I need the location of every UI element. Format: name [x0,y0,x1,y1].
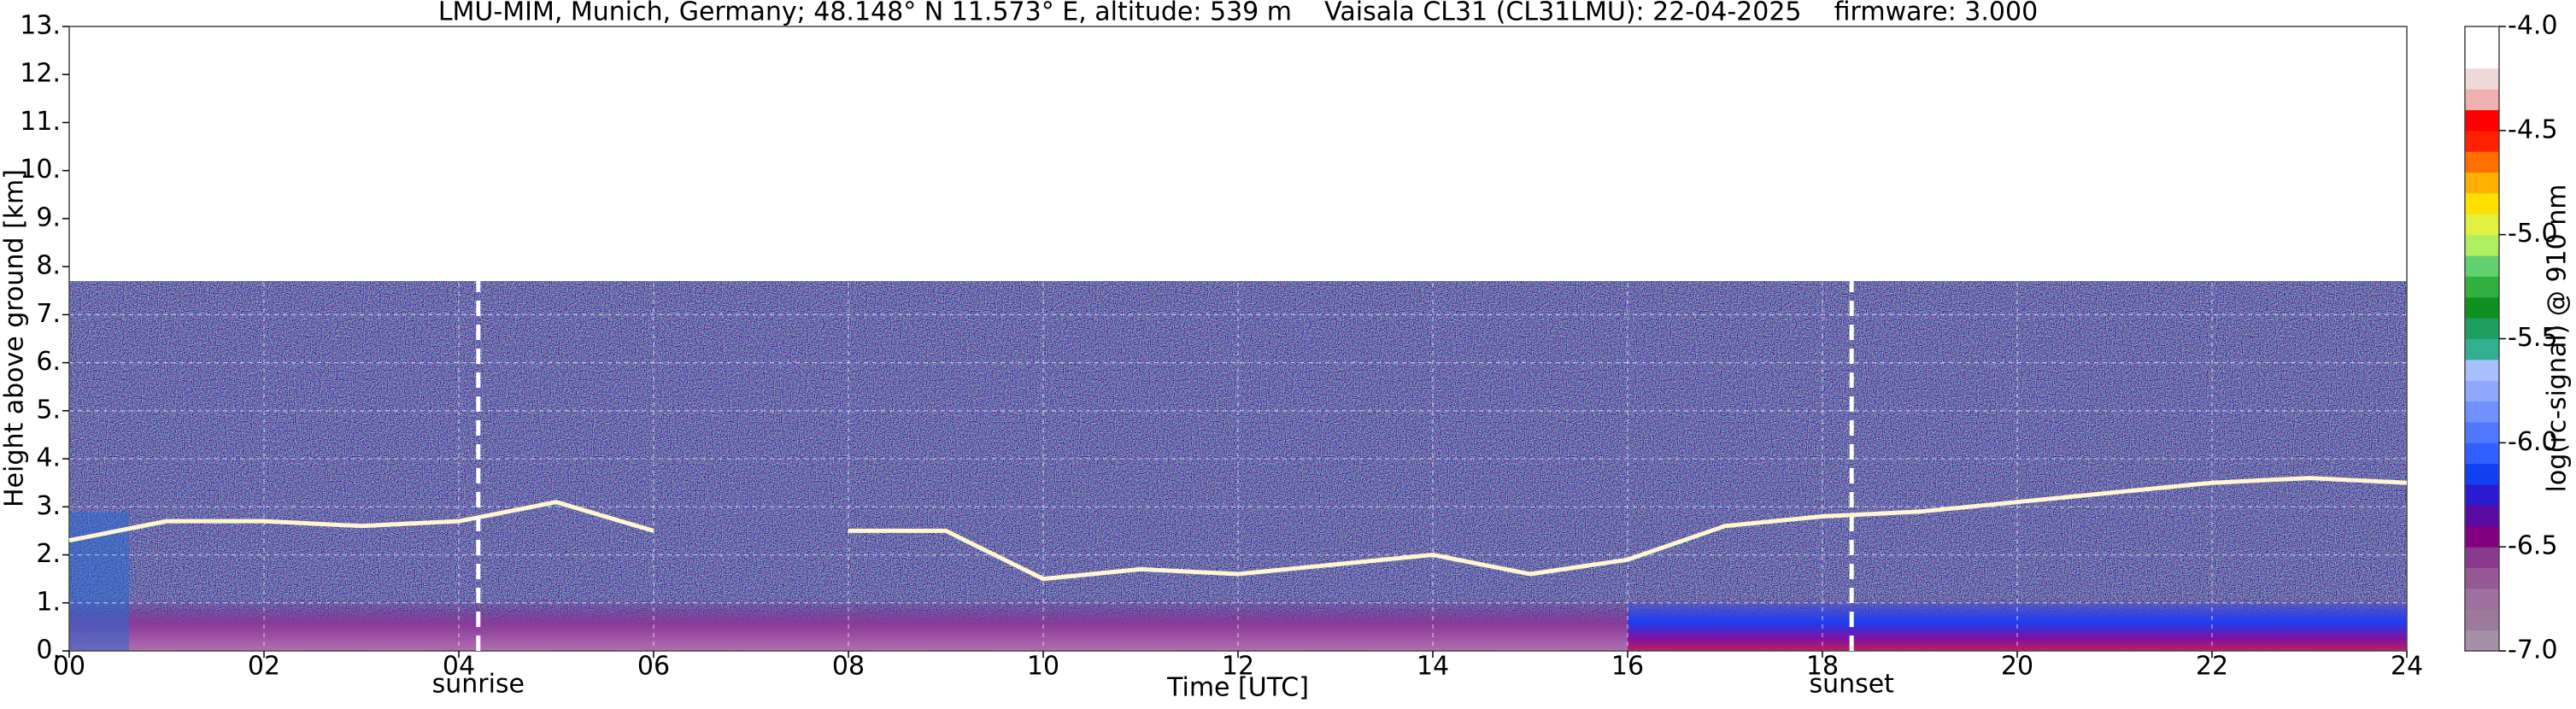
colorbar-tick-label: -4.5 [2508,114,2558,144]
colorbar-label: log(rc-signal) @ 910 nm [2543,185,2573,493]
colorbar-bin [2465,192,2499,214]
y-tick-label: 2. [36,539,61,569]
colorbar-bin [2465,67,2499,90]
y-tick-label: 12. [20,59,61,89]
y-tick-label: 13. [20,11,61,41]
x-tick-label: 22 [2196,652,2228,682]
x-tick-label: 16 [1611,652,1644,682]
colorbar-bin [2465,151,2499,173]
annotation-label: sunset [1809,670,1894,700]
colorbar-bin [2465,255,2499,277]
chart-title: LMU-MIM, Munich, Germany; 48.148° N 11.5… [438,0,2038,27]
colorbar-bin [2465,234,2499,256]
colorbar-bin [2465,130,2499,152]
x-axis-label: Time [UTC] [1166,673,1309,703]
colorbar-bin [2465,276,2499,298]
colorbar-tick-label: -6.5 [2508,531,2558,561]
x-tick-label: 08 [832,652,865,682]
colorbar-tick-label: -6.0 [2508,427,2558,457]
x-tick-label: 02 [248,652,280,682]
colorbar-bin [2465,401,2499,423]
x-tick-label: 12 [1222,652,1254,682]
colorbar-bin [2465,172,2499,194]
colorbar-bin [2465,47,2499,69]
colorbar-bin [2465,359,2499,381]
y-tick-label: 6. [36,347,61,377]
colorbar-tick-label: -5.0 [2508,219,2558,249]
y-tick-label: 8. [36,251,61,281]
colorbar-bin [2465,442,2499,465]
y-tick-label: 1. [36,587,61,617]
y-tick-label: 9. [36,202,61,232]
y-tick-label: 4. [36,443,61,473]
colorbar-tick-label: -5.5 [2508,323,2558,353]
colorbar-bin [2465,609,2499,631]
colorbar-bin [2465,318,2499,339]
colorbar-bin [2465,525,2499,548]
y-tick-label: 10. [20,155,61,185]
grid [68,26,2408,652]
colorbar-bin [2465,89,2499,110]
colorbar-bin [2465,630,2499,652]
x-tick-label: 04 [443,652,475,682]
x-tick-label: 20 [2001,652,2033,682]
colorbar-bin [2465,567,2499,589]
y-tick-label: 0. [36,636,61,665]
colorbar-bin [2465,380,2499,402]
layer-line [68,476,2408,582]
y-tick-label: 7. [36,299,61,329]
y-axis-label: Height above ground [km] [0,169,30,507]
colorbar-bin [2465,338,2499,360]
colorbar-tick-label: -7.0 [2508,636,2558,665]
x-tick-label: 14 [1417,652,1449,682]
x-tick-label: 06 [637,652,670,682]
colorbar-tick-label: -4.0 [2508,11,2558,41]
x-tick-label: 00 [53,652,85,682]
x-tick-label: 18 [1806,652,1839,682]
x-tick-label: 10 [1027,652,1059,682]
colorbar-bin [2465,547,2499,569]
colorbar-bin [2465,296,2499,319]
annotation-label: sunrise [432,670,525,700]
colorbar-bin [2465,26,2499,48]
colorbar-bin [2465,484,2499,506]
y-tick-label: 5. [36,395,61,425]
y-tick-label: 3. [36,491,61,521]
colorbar-bin [2465,214,2499,236]
colorbar-bin [2465,588,2499,610]
colorbar-bin [2465,505,2499,527]
x-tick-label: 24 [2391,652,2423,682]
colorbar-bin [2465,421,2499,443]
y-tick-label: 11. [20,107,61,137]
colorbar-bin [2465,109,2499,132]
colorbar-bin [2465,463,2499,485]
